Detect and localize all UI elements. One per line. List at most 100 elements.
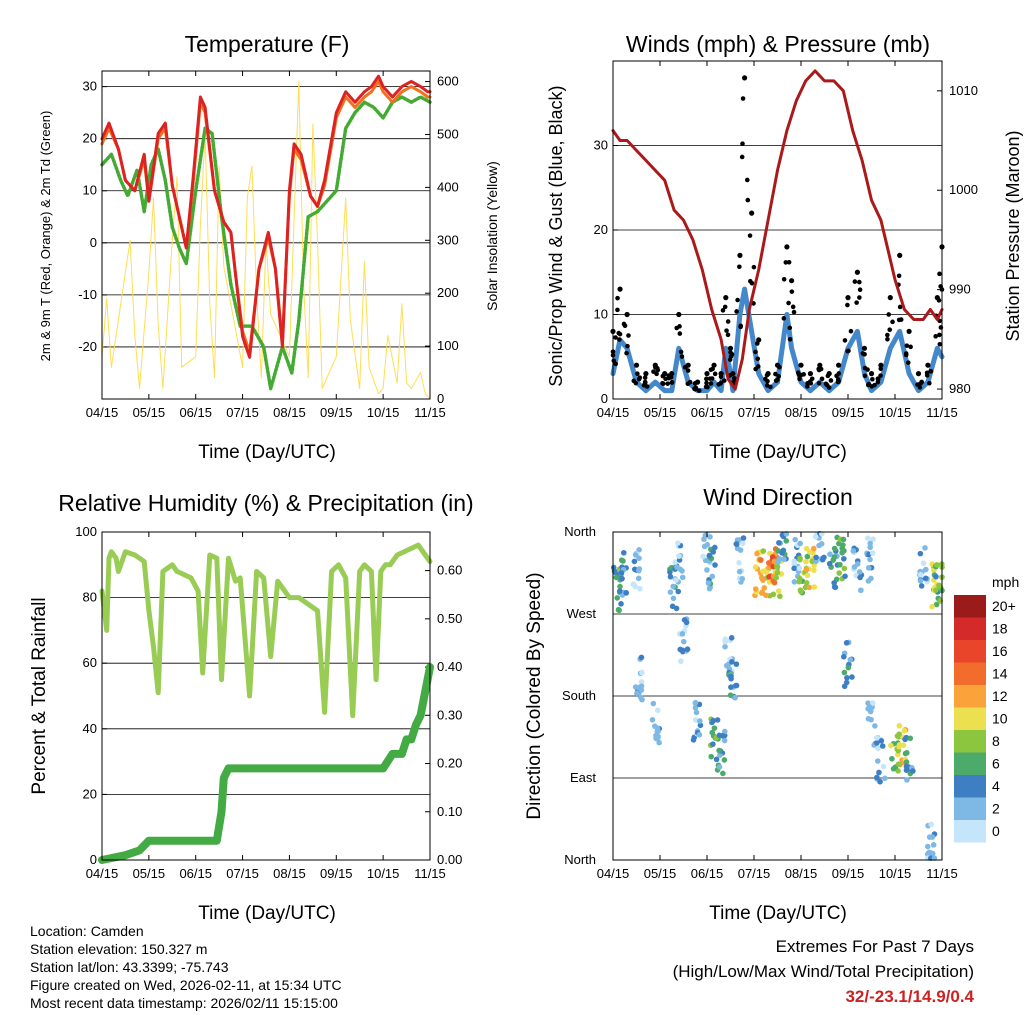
direction-point — [709, 729, 716, 736]
direction-point — [649, 717, 656, 723]
direction-point — [791, 558, 798, 565]
gust-point — [676, 311, 682, 318]
direction-point — [907, 735, 914, 742]
gust-point — [798, 372, 804, 378]
direction-point — [677, 646, 684, 653]
wind-direction-xtick-label: 06/15 — [691, 866, 724, 881]
direction-point — [922, 545, 928, 551]
gust-point — [836, 371, 842, 376]
gust-point — [875, 376, 881, 382]
gust-point — [727, 345, 734, 351]
colorbar-title: mph — [992, 574, 1019, 590]
winds-ytick-label: 0 — [601, 391, 608, 406]
direction-point — [733, 682, 739, 689]
colorbar-label: 8 — [992, 733, 1000, 749]
gust-point — [816, 367, 822, 373]
gust-point — [722, 304, 728, 310]
temperature-ytick-label: 30 — [83, 79, 97, 94]
gust-point — [790, 304, 796, 310]
direction-point — [896, 722, 903, 729]
wind-direction-xtick-label: 07/15 — [738, 866, 771, 881]
gust-point — [751, 264, 757, 270]
direction-point — [870, 536, 876, 542]
gust-point — [919, 379, 924, 385]
direction-point — [776, 555, 783, 562]
direction-point — [811, 584, 818, 590]
winds-ytick-label: 20 — [594, 222, 608, 237]
gust-point — [626, 333, 631, 338]
direction-point — [896, 743, 902, 750]
winds-frame — [612, 60, 943, 400]
gust-point — [725, 319, 731, 324]
winds-xtick-label: 05/15 — [644, 405, 677, 420]
gust-point — [682, 365, 688, 370]
direction-point — [696, 731, 703, 738]
direction-point — [632, 583, 638, 590]
direction-point — [710, 549, 717, 555]
direction-point — [711, 725, 718, 731]
direction-point — [792, 536, 798, 543]
direction-point — [728, 635, 735, 641]
direction-point — [806, 584, 813, 591]
direction-point — [733, 661, 740, 667]
colorbar-swatch — [954, 730, 986, 753]
solar-insolation-line — [101, 81, 431, 400]
pressure-line — [611, 69, 944, 391]
gust-point — [789, 278, 795, 284]
direction-point — [869, 700, 876, 706]
gust-point — [660, 373, 666, 379]
direction-point — [639, 696, 645, 703]
temperature-xtick-label: 06/15 — [179, 405, 212, 420]
direction-point — [922, 575, 929, 582]
gust-point — [908, 344, 913, 350]
direction-point — [650, 700, 657, 707]
humidity-line — [99, 542, 433, 719]
gust-point — [868, 371, 875, 377]
direction-point — [803, 580, 810, 586]
humidity-y2tick-label: 0.30 — [437, 707, 462, 722]
gust-point — [860, 351, 866, 356]
gust-point — [728, 350, 733, 355]
temp-9m-line — [100, 79, 432, 354]
gust-point — [819, 376, 825, 382]
direction-point — [710, 717, 717, 724]
direction-point — [672, 559, 678, 566]
gust-point — [755, 356, 761, 362]
gust-point — [897, 252, 903, 258]
direction-point — [776, 539, 782, 546]
direction-point — [930, 842, 937, 848]
rainfall-line — [98, 663, 434, 864]
direction-point — [679, 574, 686, 581]
direction-point — [673, 577, 679, 583]
humidity-y2tick-label: 0.50 — [437, 611, 462, 626]
gust-point — [776, 374, 782, 379]
winds-xtick-label: 07/15 — [738, 405, 771, 420]
direction-point — [917, 571, 924, 578]
extremes-box: Extremes For Past 7 Days (High/Low/Max W… — [673, 934, 974, 1009]
direction-point — [618, 601, 624, 607]
colorbar-label: 14 — [992, 666, 1008, 682]
gust-point — [633, 362, 640, 368]
gust-point — [842, 338, 848, 343]
direction-point — [701, 536, 707, 543]
gust-point — [747, 233, 753, 238]
humidity-xtick-label: 10/15 — [367, 866, 400, 881]
direction-point — [728, 684, 734, 690]
direction-point — [888, 742, 894, 749]
gust-point — [857, 279, 862, 285]
winds-xtick-label: 10/15 — [879, 405, 912, 420]
gust-point — [764, 383, 770, 388]
gust-point — [836, 362, 842, 368]
colorbar-label: 0 — [992, 823, 1000, 839]
direction-point — [917, 550, 924, 557]
direction-point — [709, 573, 716, 580]
colorbar-label: 20+ — [992, 598, 1016, 614]
gust-point — [625, 343, 630, 349]
direction-point — [737, 547, 744, 553]
direction-point — [680, 638, 687, 645]
direction-point — [836, 570, 843, 576]
gust-point — [643, 371, 649, 377]
direction-point — [667, 569, 673, 575]
direction-point — [733, 541, 740, 548]
gust-point — [747, 278, 753, 284]
